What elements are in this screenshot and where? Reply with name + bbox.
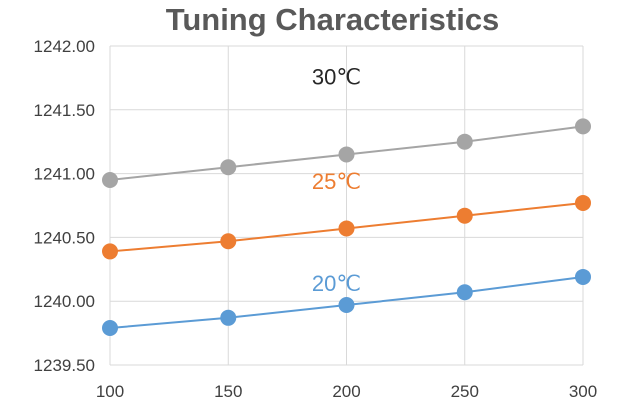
y-tick-label: 1239.50 <box>34 356 95 375</box>
y-tick-labels: 1239.50 1240.00 1240.50 1241.00 1241.50 1242.… <box>34 37 95 375</box>
data-point <box>102 319 118 336</box>
data-point <box>575 118 591 135</box>
data-point <box>338 146 355 163</box>
x-tick-labels: 100 150 200 250 300 <box>96 382 597 401</box>
series-0: 30℃ <box>102 64 591 188</box>
data-point <box>456 284 473 301</box>
x-tick-label: 100 <box>96 382 124 401</box>
data-point <box>220 233 237 250</box>
data-point <box>575 194 591 211</box>
y-tick-label: 1242.00 <box>34 37 95 56</box>
y-tick-label: 1241.00 <box>34 165 95 184</box>
x-tick-label: 300 <box>569 382 597 401</box>
y-tick-label: 1240.00 <box>34 292 95 311</box>
series-2: 20℃ <box>102 268 591 336</box>
data-point <box>220 159 237 176</box>
series-group: 30℃ 25℃ 20℃ <box>102 64 591 336</box>
y-tick-label: 1241.50 <box>34 101 95 120</box>
data-point <box>456 207 473 224</box>
series-label: 20℃ <box>312 271 361 296</box>
data-point <box>338 297 355 314</box>
x-tick-label: 250 <box>451 382 479 401</box>
data-point <box>338 220 355 237</box>
x-tick-label: 150 <box>214 382 242 401</box>
x-tick-label: 200 <box>332 382 360 401</box>
y-tick-label: 1240.50 <box>34 228 95 247</box>
chart-title: Tuning Characteristics <box>165 2 500 37</box>
data-point <box>575 268 591 285</box>
grid-lines <box>109 45 584 366</box>
series-label: 25℃ <box>312 169 361 194</box>
series-1: 25℃ <box>102 169 591 260</box>
series-label: 30℃ <box>312 64 361 89</box>
data-point <box>220 309 237 326</box>
data-point <box>102 171 118 188</box>
data-point <box>102 243 118 260</box>
data-point <box>456 133 473 150</box>
